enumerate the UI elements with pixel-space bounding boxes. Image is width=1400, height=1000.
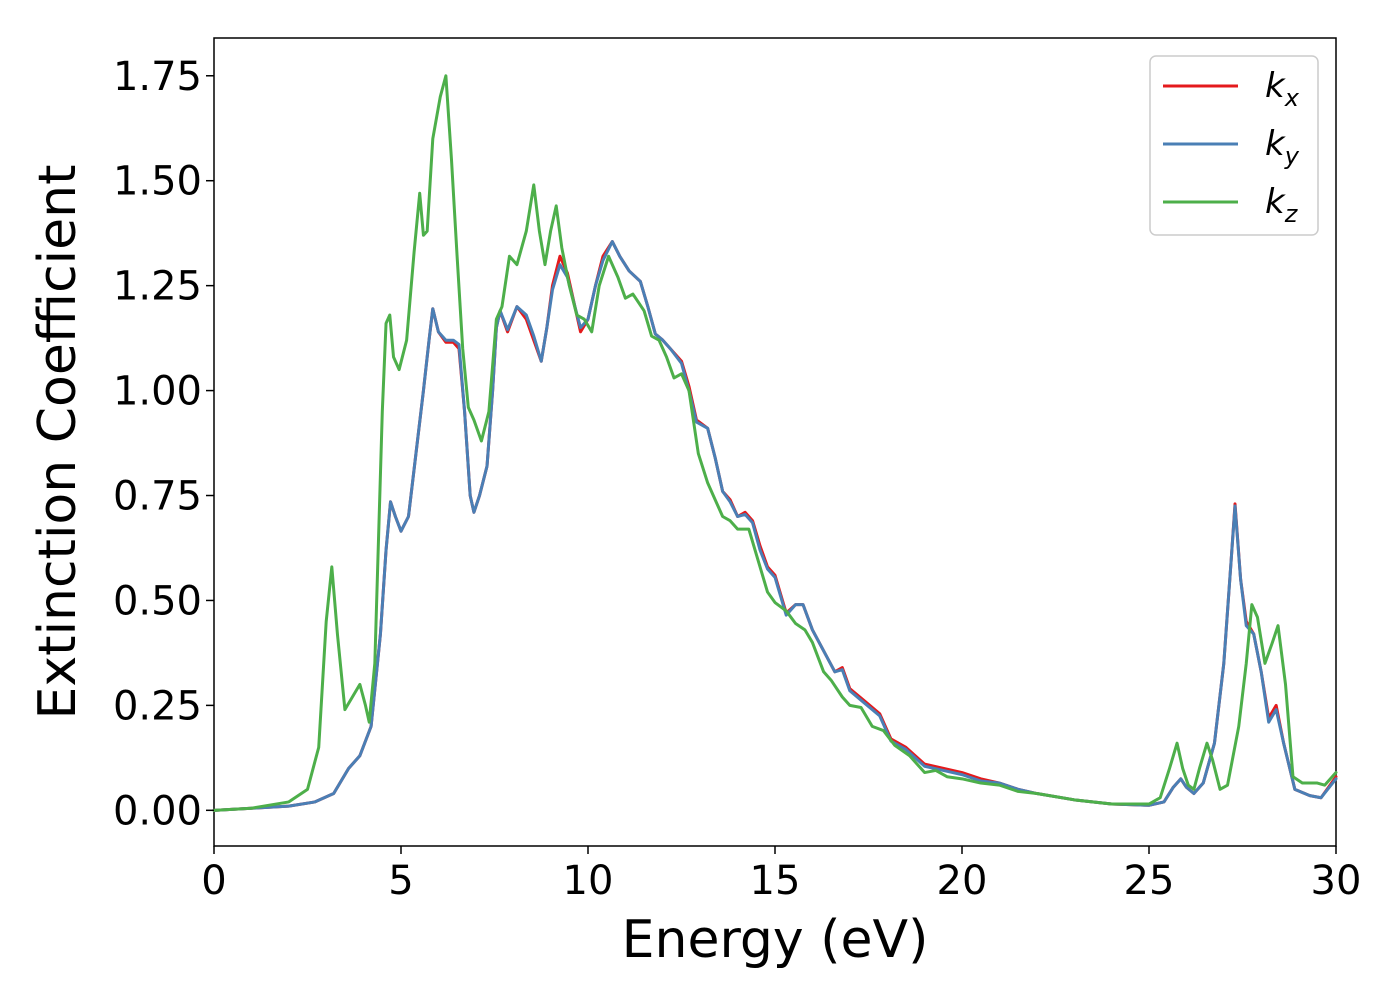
- legend-label-base: k: [1265, 66, 1286, 106]
- series-layer: [212, 74, 1338, 812]
- y-tick-label: 1.50: [113, 159, 202, 205]
- x-tick-label: 15: [750, 858, 801, 904]
- y-tick-label: 0.75: [113, 474, 202, 520]
- legend-label-y: ky: [1265, 124, 1300, 170]
- legend-label-base: k: [1265, 182, 1286, 222]
- x-tick-label: 10: [563, 858, 614, 904]
- x-tick-label: 0: [201, 858, 226, 904]
- x-tick-label: 30: [1311, 858, 1362, 904]
- series-line-x: [212, 240, 1338, 812]
- y-tick-label: 0.50: [113, 578, 202, 624]
- legend-label-x: kx: [1265, 66, 1300, 112]
- y-axis-ticks: 0.00 0.25 0.50 0.75 1.00 1.25 1.50 1.75: [113, 54, 214, 834]
- y-tick-label: 0.25: [113, 683, 202, 729]
- series-line-y: [212, 240, 1338, 812]
- x-axis-ticks: 0 5 10 15 20 25 30: [201, 846, 1361, 904]
- legend-label-subscript: y: [1284, 142, 1300, 170]
- y-tick-label: 1.75: [113, 54, 202, 100]
- x-tick-label: 25: [1124, 858, 1175, 904]
- y-tick-label: 0.00: [113, 788, 202, 834]
- y-axis-title: Extinction Coefficient: [28, 165, 88, 720]
- y-tick-label: 1.00: [113, 369, 202, 415]
- x-axis-title: Energy (eV): [622, 910, 929, 970]
- y-tick-label: 1.25: [113, 264, 202, 310]
- x-tick-label: 20: [937, 858, 988, 904]
- legend-label-base: k: [1265, 124, 1286, 164]
- legend-label-subscript: x: [1284, 84, 1300, 112]
- x-tick-label: 5: [388, 858, 413, 904]
- series-line-z: [212, 74, 1338, 812]
- legend-label-subscript: z: [1284, 200, 1299, 228]
- legend-label-z: kz: [1265, 182, 1299, 228]
